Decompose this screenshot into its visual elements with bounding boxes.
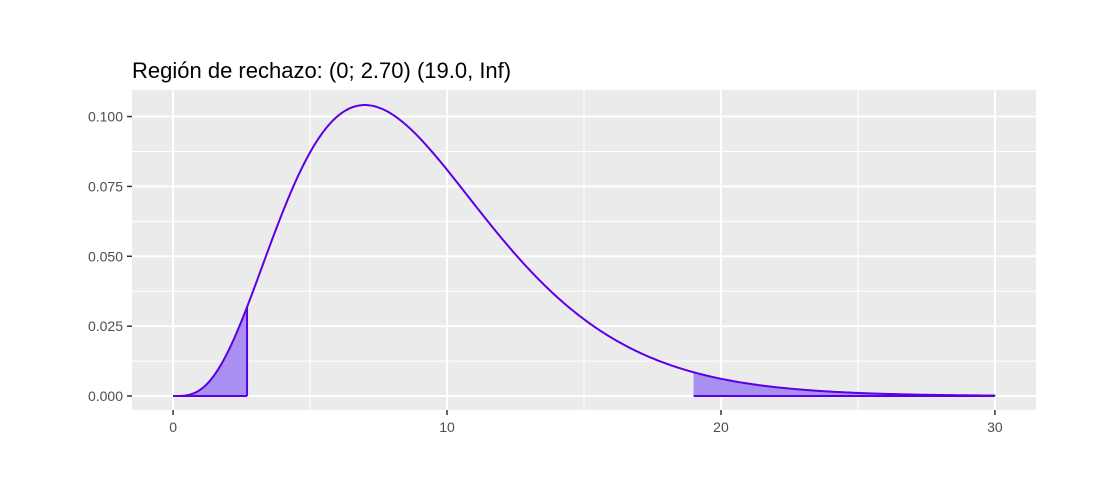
density-curve <box>173 104 995 398</box>
chart-title: Región de rechazo: (0; 2.70) (19.0, Inf) <box>132 58 511 83</box>
y-tick-label: 0.000 <box>88 388 123 404</box>
y-tick-label: 0.025 <box>88 318 123 334</box>
y-tick-label: 0.050 <box>88 248 123 264</box>
x-tick-label: 0 <box>169 419 177 435</box>
y-axis: 0.000 0.025 0.050 0.075 0.100 <box>88 109 132 404</box>
rejection-region <box>173 307 248 397</box>
minor-gridlines <box>132 90 1036 410</box>
x-axis: 0 10 20 30 <box>169 410 1003 435</box>
rejection-region <box>693 372 995 397</box>
y-tick-label: 0.075 <box>88 178 123 194</box>
x-tick-label: 10 <box>439 419 455 435</box>
x-tick-label: 20 <box>713 419 729 435</box>
y-tick-label: 0.100 <box>88 109 123 125</box>
x-tick-label: 30 <box>987 419 1003 435</box>
major-gridlines <box>132 90 1036 410</box>
